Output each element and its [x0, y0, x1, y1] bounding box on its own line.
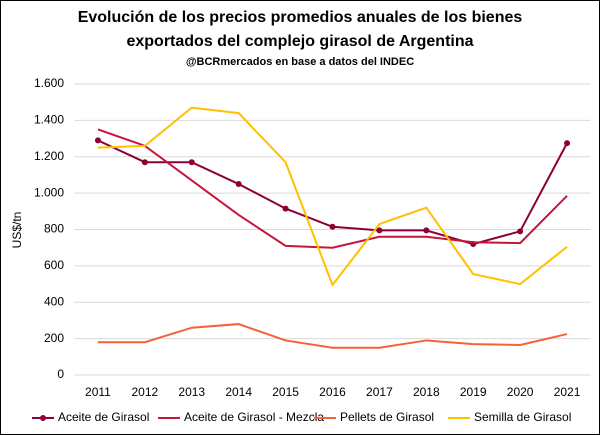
- legend-marker: [40, 415, 46, 421]
- x-tick-label: 2018: [413, 385, 440, 399]
- x-tick-label: 2015: [272, 385, 299, 399]
- x-tick-label: 2013: [178, 385, 205, 399]
- point: [94, 137, 101, 144]
- y-tick-label: 800: [44, 222, 64, 236]
- series-line: [97, 106, 568, 287]
- x-tick-label: 2017: [366, 385, 393, 399]
- x-tick-label: 2020: [507, 385, 534, 399]
- point: [423, 227, 430, 234]
- y-tick-label: 200: [44, 331, 64, 345]
- x-tick-label: 2011: [85, 385, 111, 399]
- legend-label: Semilla de Girasol: [474, 410, 571, 424]
- point: [564, 140, 571, 147]
- x-tick-label: 2016: [319, 385, 346, 399]
- x-tick-label: 2014: [225, 385, 252, 399]
- y-tick-label: 1.200: [34, 149, 64, 163]
- legend-label: Aceite de Girasol - Mezcla: [184, 410, 324, 424]
- point: [282, 205, 289, 212]
- point: [188, 159, 195, 166]
- chart-subtitle: @BCRmercados en base a datos del INDEC: [186, 56, 414, 68]
- point: [141, 159, 148, 166]
- chart-title: Evolución de los precios promedios anual…: [77, 9, 523, 50]
- y-tick-label: 1.400: [34, 113, 64, 127]
- y-axis-label: US$/tn: [10, 212, 24, 249]
- point: [376, 227, 383, 234]
- x-tick-label: 2012: [132, 385, 159, 399]
- y-tick-label: 1.600: [34, 76, 64, 90]
- point: [235, 181, 242, 188]
- y-tick-label: 600: [44, 258, 64, 272]
- x-tick-label: 2021: [554, 385, 581, 399]
- point: [329, 223, 336, 230]
- legend-label: Pellets de Girasol: [340, 410, 434, 424]
- point: [517, 228, 524, 235]
- y-tick-label: 400: [44, 294, 64, 308]
- x-tick-label: 2019: [460, 385, 487, 399]
- y-tick-label: 1.000: [34, 185, 64, 199]
- y-tick-label: 0: [57, 367, 64, 381]
- legend-label: Aceite de Girasol: [58, 410, 149, 424]
- series-line: [97, 323, 568, 349]
- series-line: [97, 128, 568, 249]
